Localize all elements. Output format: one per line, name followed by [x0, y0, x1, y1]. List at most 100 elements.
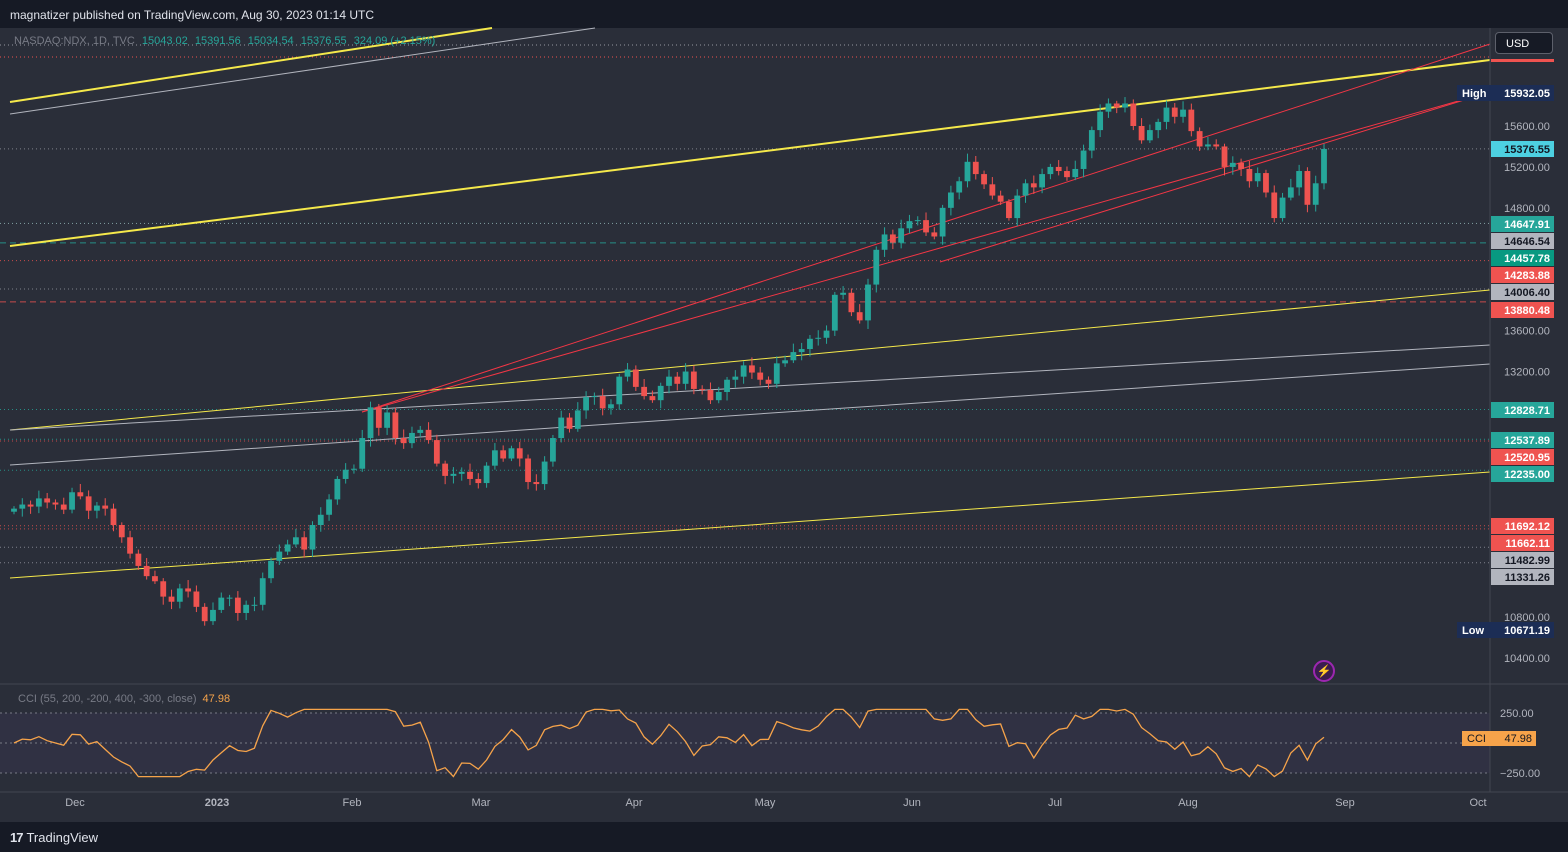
- white-channel-bottom: [9, 363, 1491, 466]
- candle-body: [732, 376, 739, 380]
- candle-body: [583, 397, 589, 411]
- price-badge-value: 14646.54: [1504, 236, 1551, 248]
- price-badge-bg: [1491, 284, 1554, 300]
- price-badge-bg: [1491, 432, 1554, 448]
- price-badge-bg: [1491, 518, 1554, 534]
- price-badge-value: 12520.95: [1504, 452, 1550, 464]
- price-tick-label: 10800.00: [1504, 612, 1550, 624]
- price-badge-value: 12537.89: [1504, 435, 1550, 447]
- cci-legend: CCI (55, 200, -200, 400, -300, close) 47.…: [18, 693, 230, 705]
- candle-body: [384, 412, 391, 428]
- candle-body: [259, 578, 266, 605]
- candle-body: [375, 407, 382, 428]
- footer-bar: 17 TradingView: [0, 822, 1568, 852]
- lightning-icon[interactable]: ⚡: [1313, 660, 1335, 682]
- candle-body: [624, 369, 631, 377]
- candle-body: [27, 504, 34, 507]
- candle-body: [599, 396, 606, 409]
- cci-indicator-name[interactable]: CCI (55, 200, -200, 400, -300, close): [18, 693, 197, 705]
- candle-body: [1105, 103, 1112, 112]
- time-tick-label: Aug: [1178, 797, 1198, 809]
- candle-body: [608, 404, 614, 409]
- candle-body: [1312, 183, 1319, 205]
- candle-body: [309, 525, 316, 550]
- candle-body: [574, 410, 581, 429]
- price-badge-value: 11662.11: [1505, 538, 1550, 550]
- candle-body: [823, 330, 830, 338]
- candle-body: [475, 478, 482, 484]
- candle-body: [292, 537, 299, 545]
- horizontal-levels: [0, 44, 1490, 564]
- candle-body: [931, 232, 938, 237]
- candle-body: [1287, 187, 1294, 198]
- currency-button[interactable]: USD: [1495, 32, 1553, 54]
- white-channel-top: [9, 344, 1491, 431]
- candle-body: [110, 508, 117, 525]
- candle-body: [1263, 173, 1269, 193]
- candle-body: [1196, 131, 1203, 147]
- candle-body: [782, 360, 788, 364]
- candle-body: [201, 606, 208, 622]
- price-badge-value: 14457.78: [1504, 253, 1550, 265]
- cci-pane: [0, 683, 1568, 778]
- candle-body: [11, 508, 17, 512]
- candle-body: [284, 544, 291, 552]
- candle-body: [60, 504, 67, 510]
- publish-title: magnatizer published on TradingView.com,…: [10, 8, 375, 22]
- candle-body: [1246, 168, 1253, 182]
- red-channel-mid: [361, 91, 1491, 413]
- candle-body: [989, 184, 996, 196]
- candle-body: [226, 597, 233, 599]
- candle-body: [525, 458, 531, 483]
- tradingview-logo[interactable]: 17 TradingView: [10, 830, 98, 845]
- candle-body: [632, 369, 639, 387]
- candle-body: [218, 597, 225, 610]
- cci-legend-value: 47.98: [202, 693, 231, 705]
- price-tick-label: 15200.00: [1504, 162, 1550, 174]
- candle-body: [550, 438, 556, 462]
- candle-body: [19, 504, 26, 509]
- open-value: 15043.02: [141, 35, 188, 47]
- candle-body: [740, 365, 747, 377]
- candle-body: [865, 284, 871, 321]
- candle-body: [442, 463, 449, 476]
- ohlc-legend: NASDAQ:NDX, 1D, TVC 15043.02 15391.56 15…: [14, 35, 435, 47]
- candle-body: [152, 576, 158, 582]
- price-badge-value: 10671.19: [1504, 625, 1550, 637]
- price-badge-value: 11331.26: [1505, 572, 1550, 584]
- time-tick-label: May: [755, 797, 776, 809]
- time-tick-label: Jul: [1048, 797, 1062, 809]
- price-badge-value: 15376.55: [1504, 144, 1550, 156]
- candle-body: [1014, 195, 1021, 219]
- candle-body: [914, 220, 921, 222]
- time-tick-label: Jun: [903, 797, 921, 809]
- candle-body: [1205, 144, 1211, 147]
- candle-body: [997, 195, 1004, 202]
- candle-body: [491, 450, 498, 466]
- candle-body: [1238, 162, 1244, 169]
- chart-area[interactable]: [0, 28, 1568, 822]
- candles: [11, 97, 1327, 626]
- time-tick-label: 2023: [205, 797, 229, 809]
- candle-body: [185, 588, 192, 592]
- candle-body: [1304, 171, 1311, 205]
- candle-body: [334, 478, 341, 500]
- candle-body: [268, 560, 274, 579]
- symbol-label[interactable]: NASDAQ:NDX, 1D, TVC: [14, 35, 135, 47]
- time-tick-label: Dec: [65, 797, 85, 809]
- candle-body: [276, 551, 283, 561]
- candle-body: [724, 379, 730, 392]
- price-badge-value: 14006.40: [1504, 287, 1550, 299]
- candle-body: [409, 432, 415, 444]
- close-price-marker: [1491, 59, 1554, 62]
- red-channel-bottom: [939, 91, 1491, 263]
- price-badge-bg: [1491, 267, 1554, 283]
- candle-body: [1221, 146, 1228, 167]
- candle-body: [840, 292, 847, 295]
- price-badge-bg: [1491, 141, 1554, 157]
- time-tick-label: Apr: [625, 797, 642, 809]
- cci-tick-label: −250.00: [1500, 768, 1540, 780]
- price-badge-bg: [1491, 216, 1554, 232]
- candle-body: [1321, 148, 1327, 184]
